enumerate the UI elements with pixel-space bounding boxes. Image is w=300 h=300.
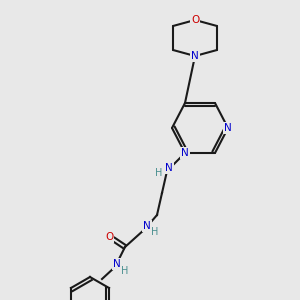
Text: N: N: [181, 148, 189, 158]
Text: H: H: [151, 227, 159, 237]
Text: H: H: [154, 168, 162, 178]
Text: N: N: [165, 163, 173, 173]
Text: O: O: [191, 15, 199, 25]
Text: N: N: [143, 221, 151, 231]
Text: N: N: [113, 259, 121, 269]
Text: H: H: [121, 266, 129, 276]
Text: O: O: [105, 232, 113, 242]
Text: N: N: [224, 123, 232, 133]
Text: N: N: [191, 51, 199, 61]
